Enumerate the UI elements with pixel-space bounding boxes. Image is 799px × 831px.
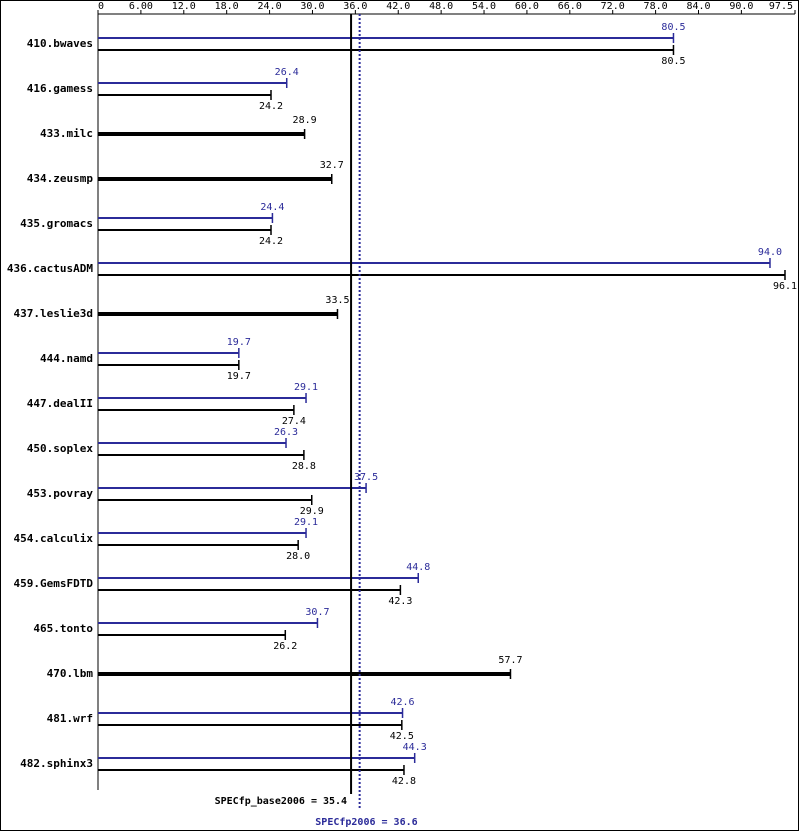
category-label: 416.gamess: [27, 82, 93, 95]
category-label: 435.gromacs: [20, 217, 93, 230]
value-label: 32.7: [320, 160, 344, 171]
value-label: 29.9: [300, 506, 324, 517]
value-label: 24.4: [260, 202, 284, 213]
value-label: 26.3: [274, 427, 298, 438]
x-tick-label: 36.0: [343, 1, 367, 12]
category-label: 433.milc: [40, 127, 93, 140]
category-label: 481.wrf: [47, 712, 93, 725]
x-tick-label: 66.0: [558, 1, 582, 12]
category-label: 465.tonto: [33, 622, 93, 635]
x-tick-label: 18.0: [215, 1, 239, 12]
value-label: 42.8: [392, 776, 416, 787]
value-label: 80.5: [661, 56, 685, 67]
value-label: 28.0: [286, 551, 310, 562]
value-label: 27.4: [282, 416, 306, 427]
category-label: 444.namd: [40, 352, 93, 365]
value-label: 26.4: [275, 67, 299, 78]
x-tick-label: 12.0: [172, 1, 196, 12]
x-tick-label: 78.0: [644, 1, 668, 12]
x-tick-label: 0: [98, 1, 104, 12]
category-label: 482.sphinx3: [20, 757, 93, 770]
value-label: 37.5: [354, 472, 378, 483]
value-label: 24.2: [259, 101, 283, 112]
category-label: 436.cactusADM: [7, 262, 93, 275]
value-label: 28.9: [293, 115, 317, 126]
x-tick-label: 30.0: [300, 1, 324, 12]
value-label: 33.5: [325, 295, 349, 306]
x-tick-label: 42.0: [386, 1, 410, 12]
x-tick-label: 90.0: [729, 1, 753, 12]
value-label: 24.2: [259, 236, 283, 247]
x-tick-label: 84.0: [686, 1, 710, 12]
value-label: 44.8: [406, 562, 430, 573]
value-label: 19.7: [227, 371, 251, 382]
value-label: 29.1: [294, 517, 318, 528]
value-label: 30.7: [305, 607, 329, 618]
category-label: 454.calculix: [14, 532, 94, 545]
x-tick-label: 72.0: [601, 1, 625, 12]
x-tick-label: 24.0: [258, 1, 282, 12]
value-label: 26.2: [273, 641, 297, 652]
value-label: 42.6: [390, 697, 414, 708]
value-label: 44.3: [403, 742, 427, 753]
x-tick-label: 54.0: [472, 1, 496, 12]
value-label: 57.7: [498, 655, 522, 666]
category-label: 447.dealII: [27, 397, 93, 410]
x-tick-label: 48.0: [429, 1, 453, 12]
value-label: 29.1: [294, 382, 318, 393]
value-label: 42.5: [390, 731, 414, 742]
value-label: 28.8: [292, 461, 316, 472]
category-label: 453.povray: [27, 487, 94, 500]
category-label: 410.bwaves: [27, 37, 93, 50]
value-label: 94.0: [758, 247, 782, 258]
value-label: 42.3: [388, 596, 412, 607]
x-tick-label: 60.0: [515, 1, 539, 12]
summary-label: SPECfp_base2006 = 35.4: [215, 796, 347, 807]
category-label: 459.GemsFDTD: [14, 577, 94, 590]
category-label: 437.leslie3d: [14, 307, 93, 320]
x-tick-label: 6.00: [129, 1, 153, 12]
value-label: 19.7: [227, 337, 251, 348]
value-label: 80.5: [661, 22, 685, 33]
category-label: 434.zeusmp: [27, 172, 94, 185]
value-label: 96.1: [773, 281, 797, 292]
x-tick-label: 97.5: [769, 1, 793, 12]
category-label: 450.soplex: [27, 442, 94, 455]
category-label: 470.lbm: [47, 667, 94, 680]
summary-label: SPECfp2006 = 36.6: [315, 817, 417, 828]
